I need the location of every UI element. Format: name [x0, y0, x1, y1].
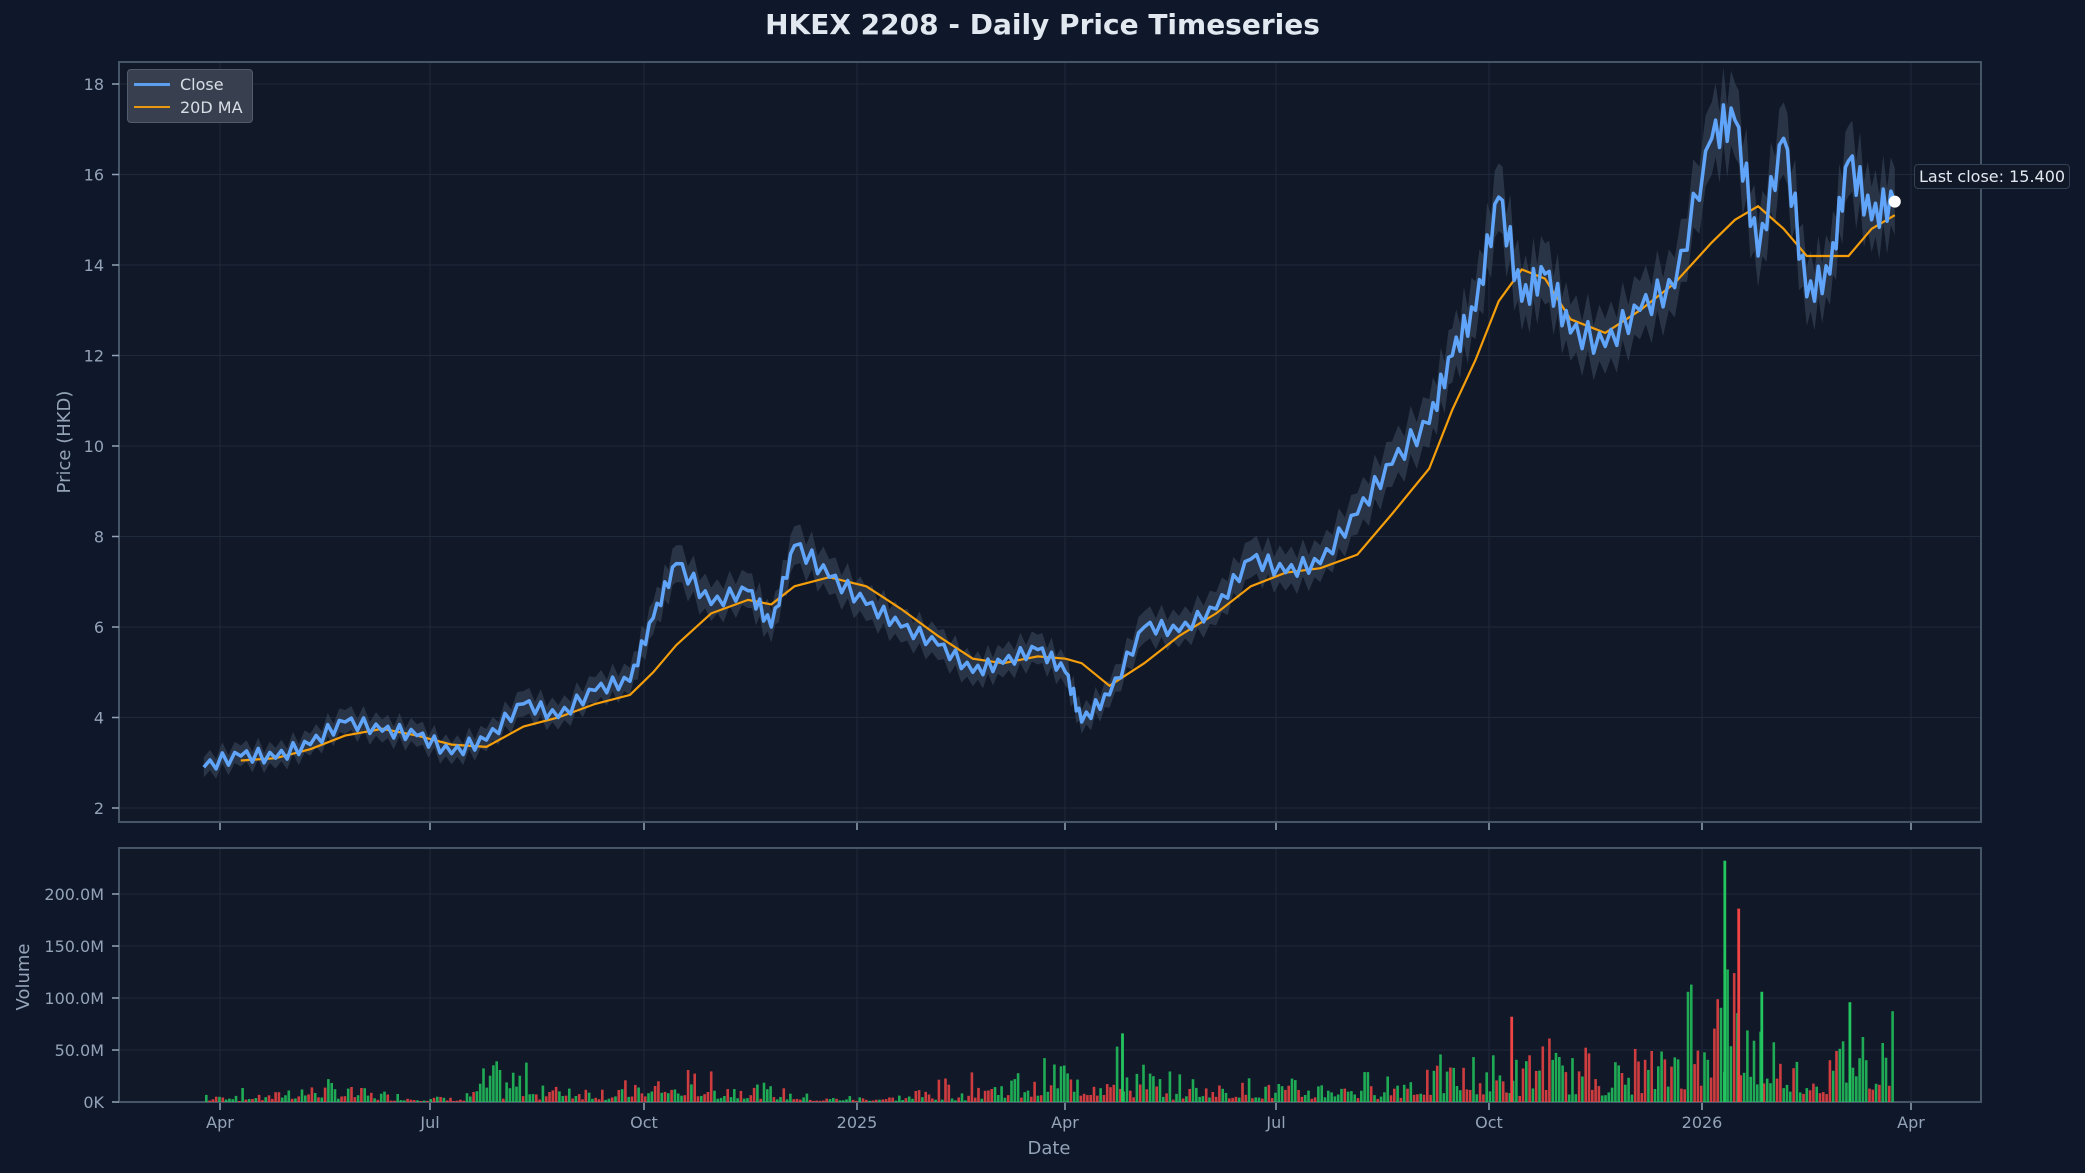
volume-tick-label: 200.0M — [44, 885, 104, 904]
price-x-ticks — [219, 823, 1912, 830]
price-plot-area — [118, 61, 1982, 823]
volume-tick-label: 0K — [83, 1093, 104, 1112]
legend-item-close: Close — [134, 74, 224, 94]
date-tick-label: Oct — [1475, 1113, 1503, 1132]
volume-tick-label: 50.0M — [55, 1041, 104, 1060]
price-tick-label: 12 — [84, 347, 104, 366]
price-tick-label: 16 — [84, 166, 104, 185]
volume-gridlines — [120, 849, 1980, 1101]
legend-label: Close — [180, 74, 224, 94]
date-tick-label: Apr — [206, 1113, 234, 1132]
date-tick-label: 2025 — [837, 1113, 878, 1132]
date-tick-label: 2026 — [1682, 1113, 1723, 1132]
date-tick-label: Jul — [419, 1113, 439, 1132]
price-y-axis: 2 4 6 8 10 12 14 16 18 — [84, 75, 119, 818]
volume-y-axis: 0K 50.0M 100.0M 150.0M 200.0M — [44, 885, 119, 1112]
volume-plot-area — [118, 847, 1982, 1103]
legend-item-ma: 20D MA — [134, 97, 243, 117]
chart-title: HKEX 2208 - Daily Price Timeseries — [765, 8, 1320, 41]
last-close-annotation: Last close: 15.400 — [1914, 164, 2071, 189]
date-axis-label: Date — [1027, 1138, 1070, 1159]
close-swatch-icon — [134, 82, 170, 86]
volume-bars — [205, 860, 1894, 1102]
volume-tick-label: 100.0M — [44, 989, 104, 1008]
last-close-marker — [1888, 195, 1901, 208]
price-tick-label: 6 — [94, 618, 104, 637]
price-tick-label: 18 — [84, 75, 104, 94]
date-tick-label: Apr — [1897, 1113, 1925, 1132]
volume-tick-label: 150.0M — [44, 937, 104, 956]
price-tick-label: 14 — [84, 256, 104, 275]
date-tick-label: Jul — [1265, 1113, 1285, 1132]
price-tick-label: 4 — [94, 709, 104, 728]
legend-label: 20D MA — [180, 97, 243, 117]
price-tick-label: 8 — [94, 528, 104, 547]
price-tick-label: 10 — [84, 437, 104, 456]
date-tick-label: Apr — [1051, 1113, 1079, 1132]
price-axis-label: Price (HKD) — [54, 391, 75, 494]
close-line — [202, 103, 1897, 771]
date-x-axis: Apr Jul Oct 2025 Apr Jul Oct 2026 Apr — [206, 1103, 1925, 1132]
legend: Close 20D MA — [127, 69, 253, 123]
ma-swatch-icon — [134, 106, 170, 108]
price-tick-label: 2 — [94, 799, 104, 818]
date-tick-label: Oct — [630, 1113, 658, 1132]
volume-axis-label: Volume — [13, 944, 34, 1011]
price-gridlines — [120, 63, 1980, 821]
